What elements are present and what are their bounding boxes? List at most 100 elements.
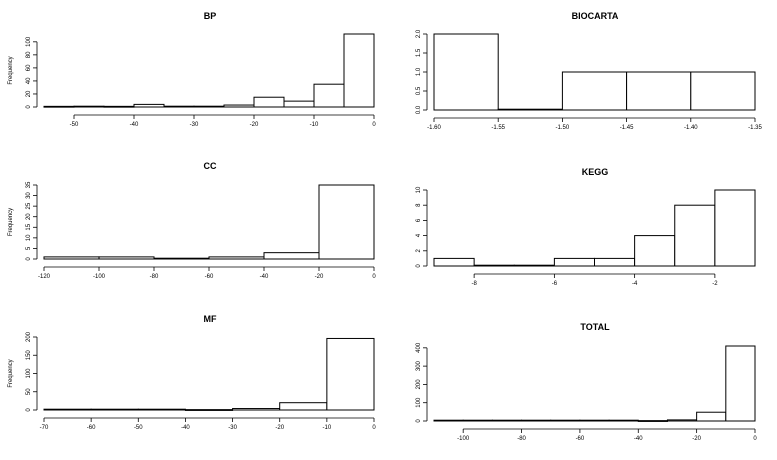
- chart-title: BIOCARTA: [572, 11, 619, 21]
- histogram-panel-total: TOTAL -100 -80 -60 -40 -20 0 0 100 200 300 400: [416, 322, 757, 442]
- x-tick-label: -6: [552, 281, 558, 287]
- y-tick-label: 0.0: [416, 105, 422, 114]
- histogram-bar: [232, 408, 281, 411]
- x-tick-label: 0: [372, 122, 376, 128]
- histogram-bar: [137, 408, 186, 411]
- y-tick-label: 5: [26, 246, 32, 250]
- y-tick-label: 1.0: [416, 67, 422, 76]
- histogram-panel-biocarta: BIOCARTA -1.60 -1.55 -1.50 -1.45 -1.40 -1.35 0.…: [416, 11, 762, 131]
- histogram-bar: [433, 257, 475, 267]
- chart-title: CC: [204, 161, 217, 171]
- x-tick-label: -40: [260, 274, 269, 280]
- histogram-bar: [696, 411, 727, 422]
- y-tick-label: 20: [26, 213, 32, 220]
- y-tick-label: 8: [416, 203, 422, 207]
- histogram-bar: [90, 408, 139, 411]
- histogram-bar: [43, 105, 75, 108]
- histogram-bar: [491, 419, 523, 422]
- histogram-bar: [279, 402, 328, 411]
- x-tick-label: 0: [753, 436, 757, 442]
- histogram-bar: [326, 337, 375, 411]
- histogram-bar: [433, 419, 464, 422]
- histogram-bar: [163, 105, 195, 108]
- histogram-bar: [103, 105, 135, 108]
- histogram-bar: [133, 103, 165, 108]
- histogram-bar: [666, 419, 698, 422]
- histogram-bar: [626, 71, 692, 111]
- x-tick-label: -20: [315, 274, 324, 280]
- histogram-bar: [521, 419, 552, 422]
- y-tick-label: 15: [26, 223, 32, 230]
- x-tick-label: -100: [457, 436, 470, 442]
- x-tick-label: -1.60: [427, 125, 441, 131]
- x-tick-label: -20: [275, 425, 284, 431]
- histogram-panel-mf: MF -70 -60 -50 -40 -30 -20 -10 0 0 50 100 150 200 Freq…: [8, 314, 376, 431]
- x-tick-label: -30: [190, 122, 199, 128]
- x-tick-label: -50: [70, 122, 79, 128]
- histogram-bar: [153, 257, 210, 260]
- x-tick-label: -40: [130, 122, 139, 128]
- histogram-bar: [725, 345, 756, 422]
- y-tick-label: 1.5: [416, 48, 422, 57]
- y-tick-label: 10: [416, 186, 422, 193]
- y-tick-label: 50: [26, 388, 32, 395]
- y-tick-label: 100: [26, 368, 32, 379]
- histogram-bar: [43, 256, 100, 260]
- y-tick-label: 100: [26, 36, 32, 47]
- x-tick-label: -40: [181, 425, 190, 431]
- histogram-bar: [594, 257, 636, 267]
- y-tick-label: 0: [26, 105, 32, 109]
- x-tick-label: -80: [150, 274, 159, 280]
- histogram-bar: [73, 105, 105, 108]
- histogram-bar: [193, 105, 225, 108]
- histogram-panel-kegg: KEGG -8 -6 -4 -2 0 2 4 6 8 10: [416, 167, 756, 287]
- x-tick-label: -60: [205, 274, 214, 280]
- y-tick-label: 300: [416, 360, 422, 371]
- y-tick-label: 60: [26, 64, 32, 71]
- y-tick-label: 10: [26, 234, 32, 241]
- x-tick-label: -8: [471, 281, 477, 287]
- y-axis-label: Frequency: [8, 208, 14, 236]
- chart-title: TOTAL: [580, 322, 610, 332]
- x-tick-label: -100: [93, 274, 106, 280]
- histogram-bar: [674, 204, 716, 267]
- x-tick-label: -4: [632, 281, 638, 287]
- histogram-bar: [253, 96, 285, 108]
- histogram-panel-bp: BP -50 -40 -30 -20 -10 0 0 20 40 60 80 100 Frequency: [8, 11, 376, 128]
- histogram-bar: [184, 409, 234, 411]
- x-tick-label: -70: [40, 425, 49, 431]
- x-tick-label: -1.40: [684, 125, 698, 131]
- y-tick-label: 2: [416, 248, 422, 252]
- chart-title: MF: [204, 314, 217, 324]
- y-axis-label: Frequency: [8, 56, 14, 84]
- y-tick-label: 0: [416, 419, 422, 423]
- histogram-bar: [637, 420, 668, 422]
- y-tick-label: 0: [416, 264, 422, 268]
- histogram-bar: [313, 83, 345, 108]
- histogram-bar: [714, 189, 756, 267]
- histogram-bar: [263, 252, 320, 260]
- histogram-bar: [608, 419, 639, 422]
- x-tick-label: -1.35: [748, 125, 762, 131]
- x-tick-label: -1.50: [556, 125, 570, 131]
- x-tick-label: -80: [517, 436, 526, 442]
- histogram-bar: [283, 100, 315, 108]
- histogram-bar: [579, 419, 610, 422]
- y-tick-label: 4: [416, 233, 422, 237]
- x-tick-label: -60: [87, 425, 96, 431]
- y-tick-label: 400: [416, 342, 422, 353]
- x-tick-label: -50: [134, 425, 143, 431]
- histogram-bar: [223, 104, 255, 108]
- y-tick-label: 25: [26, 202, 32, 209]
- x-tick-label: -40: [634, 436, 643, 442]
- x-tick-label: -10: [323, 425, 332, 431]
- y-tick-label: 40: [26, 77, 32, 84]
- histogram-bar: [318, 184, 375, 260]
- y-tick-label: 0: [26, 408, 32, 412]
- histogram-bar: [553, 257, 596, 267]
- y-tick-label: 150: [26, 350, 32, 361]
- histogram-bar: [550, 419, 581, 422]
- histogram-panel-cc: CC -120 -100 -80 -60 -40 -20 0 0 5 10 15 20 25 30 35 Fre…: [8, 161, 376, 280]
- y-tick-label: 0: [26, 257, 32, 261]
